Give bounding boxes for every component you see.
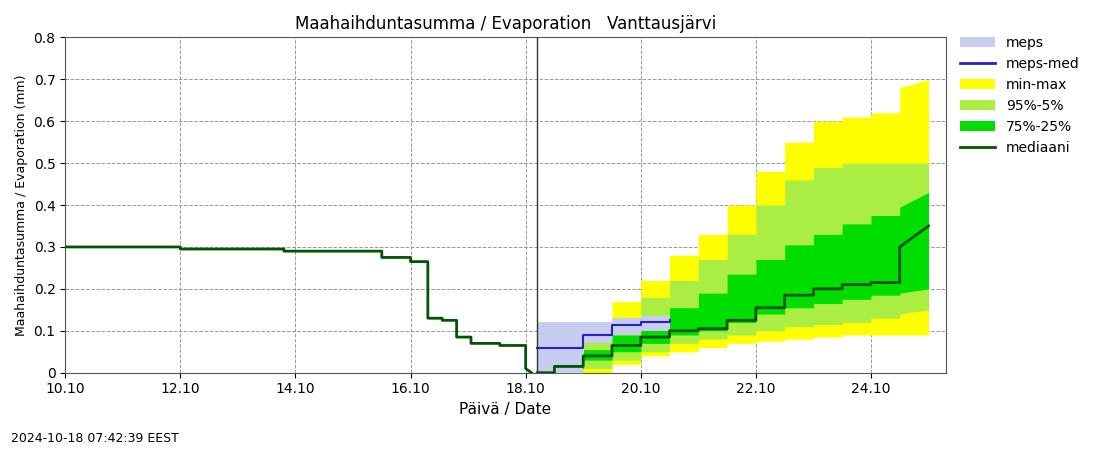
Y-axis label: Maahaihduntasumma / Evaporation (mm): Maahaihduntasumma / Evaporation (mm) bbox=[15, 74, 28, 336]
X-axis label: Päivä / Date: Päivä / Date bbox=[460, 402, 551, 417]
Legend: meps, meps-med, min-max, 95%-5%, 75%-25%, mediaani: meps, meps-med, min-max, 95%-5%, 75%-25%… bbox=[955, 31, 1086, 161]
Title: Maahaihduntasumma / Evaporation   Vanttausjärvi: Maahaihduntasumma / Evaporation Vanttaus… bbox=[295, 15, 716, 33]
Text: 2024-10-18 07:42:39 EEST: 2024-10-18 07:42:39 EEST bbox=[11, 432, 179, 446]
